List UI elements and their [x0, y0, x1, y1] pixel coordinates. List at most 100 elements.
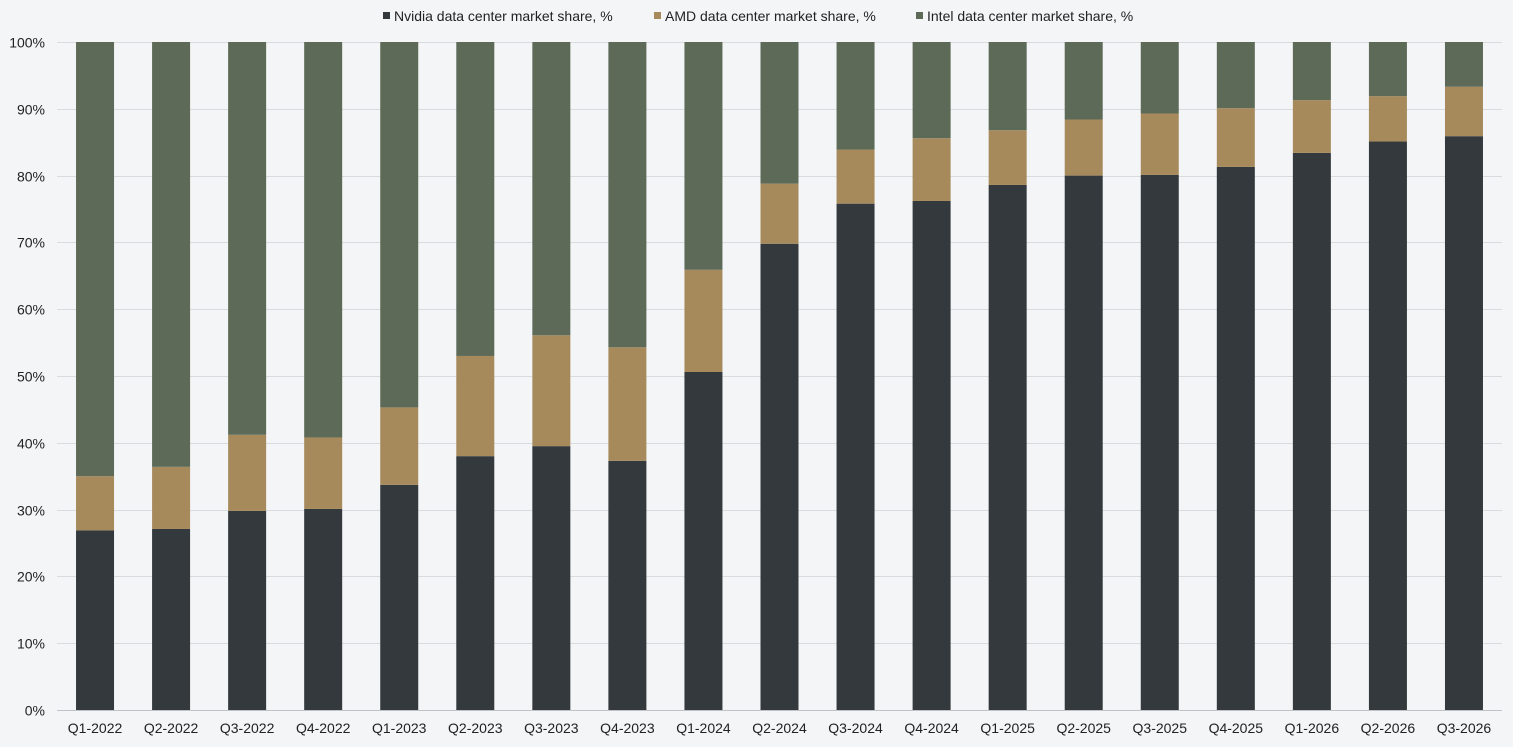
bar-segment-amd	[532, 335, 571, 447]
x-tick-label: Q1-2025	[980, 720, 1035, 736]
bar-segment-amd	[1216, 108, 1255, 167]
y-tick-label: 60%	[17, 302, 45, 318]
y-tick-label: 80%	[17, 169, 45, 185]
bar-segment-nvidia	[988, 184, 1027, 710]
x-axis: Q1-2022 Q2-2022 Q3-2022 Q4-2022 Q1-2023 Q2-20…	[68, 720, 1492, 736]
bar-segment-intel	[304, 42, 343, 438]
legend-item: Nvidia data center market share, %	[383, 8, 613, 24]
legend-swatch	[383, 12, 390, 19]
bar-segment-amd	[1140, 113, 1179, 175]
x-tick-label: Q1-2024	[676, 720, 731, 736]
bar-segment-nvidia	[1444, 136, 1483, 710]
y-axis: 0% 10% 20% 30% 40% 50% 60% 70% 80% 90% 100%	[9, 35, 45, 719]
bar-segment-nvidia	[1368, 141, 1407, 710]
bar-segment-amd	[760, 183, 799, 244]
bar-segment-intel	[608, 42, 647, 348]
x-tick-label: Q2-2023	[448, 720, 503, 736]
legend-item: AMD data center market share, %	[654, 8, 876, 24]
bar-segment-nvidia	[684, 371, 723, 710]
bar-segment-amd	[304, 437, 343, 509]
bar-segment-intel	[152, 42, 191, 467]
bar-segment-nvidia	[608, 460, 647, 710]
bar-segment-intel	[1368, 42, 1407, 97]
x-tick-label: Q4-2025	[1209, 720, 1264, 736]
legend-swatch	[916, 12, 923, 19]
bar-segment-intel	[380, 42, 419, 408]
bar-segment-nvidia	[76, 530, 115, 710]
legend-label: AMD data center market share, %	[665, 8, 876, 24]
bar-segment-amd	[228, 434, 267, 511]
bar-segment-intel	[228, 42, 267, 435]
bar-segment-nvidia	[532, 446, 571, 710]
y-tick-label: 50%	[17, 369, 45, 385]
x-tick-label: Q4-2023	[600, 720, 655, 736]
bar-segment-amd	[608, 347, 647, 461]
x-tick-label: Q2-2022	[144, 720, 199, 736]
y-tick-label: 30%	[17, 503, 45, 519]
bar-segment-amd	[380, 407, 419, 485]
bar-segment-intel	[760, 42, 799, 184]
bar-segment-amd	[1292, 100, 1331, 153]
bar-segment-nvidia	[1140, 174, 1179, 710]
bar-segment-nvidia	[912, 200, 951, 711]
bar-segment-amd	[1444, 86, 1483, 137]
bar-segment-intel	[1064, 42, 1103, 120]
bar-segment-nvidia	[760, 243, 799, 711]
bar-segment-nvidia	[836, 203, 875, 710]
bar-segment-nvidia	[304, 508, 343, 710]
bar-segment-nvidia	[1216, 166, 1255, 711]
x-tick-label: Q1-2023	[372, 720, 427, 736]
bar-segment-intel	[456, 42, 495, 356]
x-tick-label: Q3-2025	[1133, 720, 1188, 736]
legend-label: Intel data center market share, %	[927, 8, 1133, 24]
bar-segment-amd	[456, 355, 495, 457]
bar-segment-amd	[836, 149, 875, 204]
bar-segment-amd	[684, 269, 723, 372]
x-tick-label: Q3-2026	[1437, 720, 1492, 736]
bar-segment-intel	[1292, 42, 1331, 101]
bar-segment-intel	[532, 42, 571, 336]
y-tick-label: 10%	[17, 636, 45, 652]
y-tick-label: 40%	[17, 436, 45, 452]
x-tick-label: Q3-2024	[828, 720, 883, 736]
x-tick-label: Q4-2022	[296, 720, 351, 736]
bar-segment-amd	[76, 476, 115, 531]
y-tick-label: 70%	[17, 235, 45, 251]
legend: Nvidia data center market share, % AMD da…	[383, 8, 1133, 24]
x-tick-label: Q3-2023	[524, 720, 579, 736]
bar-segment-intel	[76, 42, 115, 477]
bars	[76, 42, 1483, 711]
bar-segment-amd	[912, 138, 951, 201]
bar-segment-intel	[1216, 42, 1255, 109]
bar-segment-amd	[1368, 96, 1407, 142]
bar-segment-amd	[1064, 119, 1103, 176]
y-tick-label: 20%	[17, 569, 45, 585]
bar-segment-nvidia	[380, 484, 419, 710]
bar-segment-intel	[912, 42, 951, 139]
bar-segment-intel	[1444, 42, 1483, 87]
bar-segment-amd	[152, 466, 191, 529]
legend-item: Intel data center market share, %	[916, 8, 1133, 24]
bar-segment-nvidia	[152, 528, 191, 710]
legend-label: Nvidia data center market share, %	[394, 8, 613, 24]
bar-segment-nvidia	[1064, 175, 1103, 711]
bar-segment-intel	[1140, 42, 1179, 114]
bar-segment-nvidia	[228, 510, 267, 710]
y-tick-label: 0%	[25, 703, 45, 719]
y-tick-label: 100%	[9, 35, 45, 51]
bar-segment-nvidia	[456, 456, 495, 710]
x-tick-label: Q1-2026	[1285, 720, 1340, 736]
y-tick-label: 90%	[17, 102, 45, 118]
x-tick-label: Q4-2024	[904, 720, 959, 736]
legend-swatch	[654, 12, 661, 19]
x-tick-label: Q2-2026	[1361, 720, 1416, 736]
bar-segment-amd	[988, 130, 1027, 185]
bar-segment-intel	[836, 42, 875, 150]
bar-segment-nvidia	[1292, 152, 1331, 710]
x-tick-label: Q1-2022	[68, 720, 123, 736]
bar-segment-intel	[684, 42, 723, 270]
x-tick-label: Q3-2022	[220, 720, 275, 736]
x-tick-label: Q2-2024	[752, 720, 807, 736]
